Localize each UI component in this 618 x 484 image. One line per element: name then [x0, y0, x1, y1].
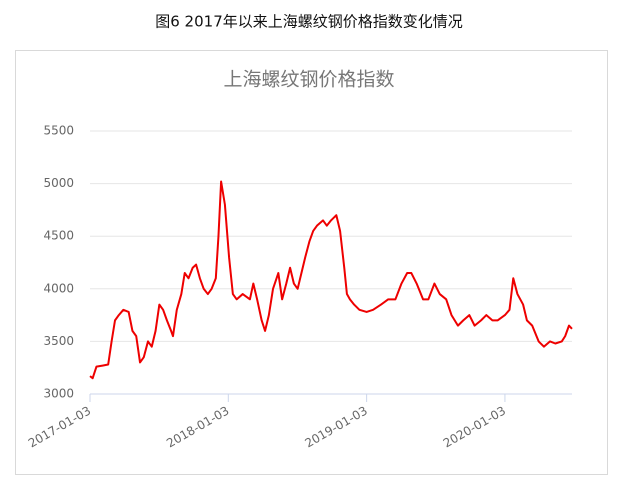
y-tick-label: 4000: [43, 281, 74, 295]
chart-title: 上海螺纹钢价格指数: [223, 69, 394, 91]
y-tick-label: 5500: [43, 124, 74, 138]
y-tick-label: 3000: [43, 387, 74, 401]
y-tick-label: 5000: [43, 176, 74, 190]
y-tick-label: 4500: [43, 229, 74, 243]
y-tick-label: 3500: [43, 334, 74, 348]
chart-frame: [15, 50, 608, 475]
price-line: [89, 180, 573, 380]
caption: 图6 2017年以来上海螺纹钢价格指数变化情况: [155, 13, 463, 31]
